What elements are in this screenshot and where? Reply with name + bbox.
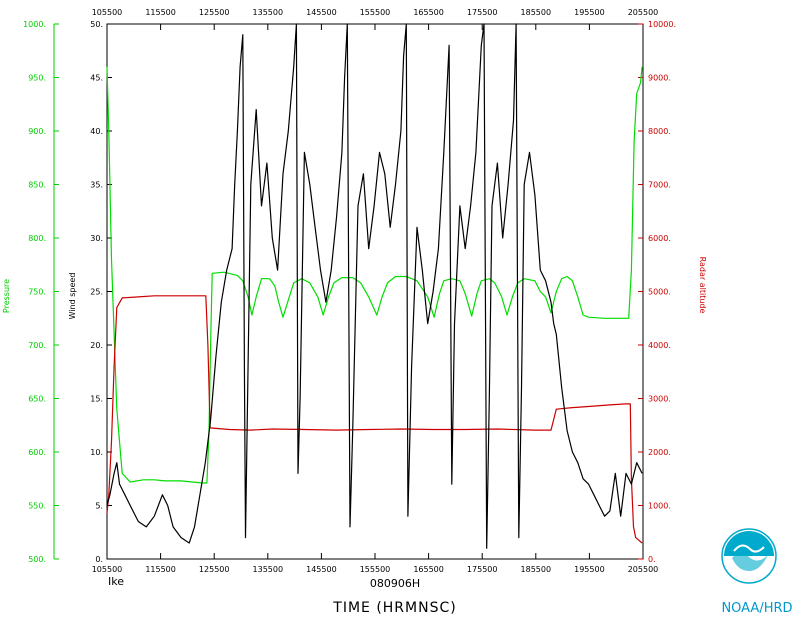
pressure-tick-label: 700. [28, 341, 46, 350]
wind-tick-label: 20. [90, 341, 103, 350]
pressure-tick-label: 500. [28, 555, 46, 564]
wind-tick-label: 5. [95, 502, 103, 511]
x-tick-label-top: 195500 [574, 8, 605, 17]
pressure-tick-label: 650. [28, 395, 46, 404]
radar-tick-label: 8000. [648, 127, 671, 136]
flight-date: 080906H [370, 577, 420, 590]
wind-tick-label: 10. [90, 448, 103, 457]
pressure-tick-label: 800. [28, 234, 46, 243]
wind-tick-label: 40. [90, 127, 103, 136]
x-tick-label-bottom: 205500 [628, 565, 659, 574]
pressure-tick-label: 850. [28, 181, 46, 190]
text-layer: 105500 105500 115500 115500 125500 125500 1355… [2, 8, 793, 616]
x-tick-label-top: 165500 [413, 8, 444, 17]
pressure-axis-label: Pressure [2, 279, 11, 313]
series-pressure-line [106, 66, 643, 484]
radar-tick-label: 6000. [648, 234, 671, 243]
radar-tick-label: 10000. [648, 20, 676, 29]
x-tick-label-top: 135500 [253, 8, 284, 17]
storm-name: Ike [108, 575, 124, 588]
x-tick-label-top: 175500 [467, 8, 498, 17]
wind-tick-label: 45. [90, 74, 103, 83]
x-tick-label-top: 155500 [360, 8, 391, 17]
radar-tick-label: 2000. [648, 448, 671, 457]
radar-tick-label: 1000. [648, 502, 671, 511]
pressure-tick-label: 750. [28, 288, 46, 297]
x-tick-label-bottom: 165500 [413, 565, 444, 574]
pressure-tick-label: 550. [28, 502, 46, 511]
radar-tick-label: 3000. [648, 395, 671, 404]
pressure-tick-label: 1000. [23, 20, 46, 29]
series-wind-speed-line [106, 23, 643, 549]
radar-tick-label: 7000. [648, 181, 671, 190]
x-tick-label-bottom: 105500 [92, 565, 123, 574]
radar-tick-label: 5000. [648, 288, 671, 297]
radar-axis-label: Radar altitude [698, 257, 707, 314]
series-layer [106, 23, 643, 549]
x-tick-label-bottom: 115500 [145, 565, 176, 574]
x-tick-label-bottom: 175500 [467, 565, 498, 574]
wind-tick-label: 25. [90, 288, 103, 297]
radar-tick-label: 4000. [648, 341, 671, 350]
wind-axis-label: Wind speed [68, 273, 77, 320]
pressure-tick-label: 950. [28, 74, 46, 83]
series-radar-altitude-line [106, 295, 643, 544]
radar-tick-label: 9000. [648, 74, 671, 83]
x-tick-label-top: 145500 [306, 8, 337, 17]
axes-layer [53, 23, 644, 560]
x-tick-label-bottom: 125500 [199, 565, 230, 574]
wind-tick-label: 30. [90, 234, 103, 243]
wind-tick-label: 50. [90, 20, 103, 29]
x-tick-label-bottom: 185500 [521, 565, 552, 574]
wind-tick-label: 0. [95, 555, 103, 564]
pressure-tick-label: 600. [28, 448, 46, 457]
x-tick-label-top: 185500 [521, 8, 552, 17]
x-tick-label-top: 115500 [145, 8, 176, 17]
x-axis-label: TIME (HRMNSC) [332, 600, 456, 616]
radar-tick-label: 0. [648, 555, 656, 564]
wind-tick-label: 35. [90, 181, 103, 190]
x-tick-label-bottom: 155500 [360, 565, 391, 574]
noaa-logo-icon [721, 528, 777, 584]
credit-label: NOAA/HRD [721, 601, 792, 616]
wind-tick-label: 15. [90, 395, 103, 404]
x-tick-label-bottom: 195500 [574, 565, 605, 574]
x-tick-label-bottom: 135500 [253, 565, 284, 574]
x-tick-label-top: 205500 [628, 8, 659, 17]
x-tick-label-top: 125500 [199, 8, 230, 17]
plot-frame [106, 23, 644, 560]
pressure-tick-label: 900. [28, 127, 46, 136]
x-tick-label-bottom: 145500 [306, 565, 337, 574]
x-tick-label-top: 105500 [92, 8, 123, 17]
